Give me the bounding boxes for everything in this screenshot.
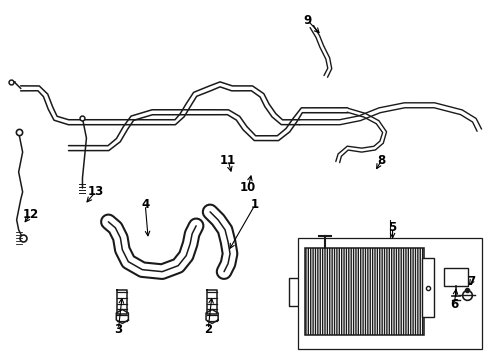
- Text: 1: 1: [250, 198, 259, 211]
- Text: 12: 12: [22, 208, 39, 221]
- Text: 9: 9: [303, 14, 311, 27]
- Bar: [304, 248, 424, 336]
- Text: 7: 7: [467, 275, 474, 288]
- Bar: [297, 238, 481, 349]
- Text: 6: 6: [449, 298, 458, 311]
- Text: 13: 13: [87, 185, 103, 198]
- Text: 10: 10: [240, 181, 256, 194]
- Text: 2: 2: [203, 323, 212, 336]
- Text: 11: 11: [220, 154, 236, 167]
- Text: 4: 4: [141, 198, 149, 211]
- Text: 5: 5: [387, 221, 396, 234]
- Text: 3: 3: [114, 323, 122, 336]
- Text: 8: 8: [377, 154, 385, 167]
- Bar: [444, 268, 468, 285]
- Bar: [422, 258, 433, 318]
